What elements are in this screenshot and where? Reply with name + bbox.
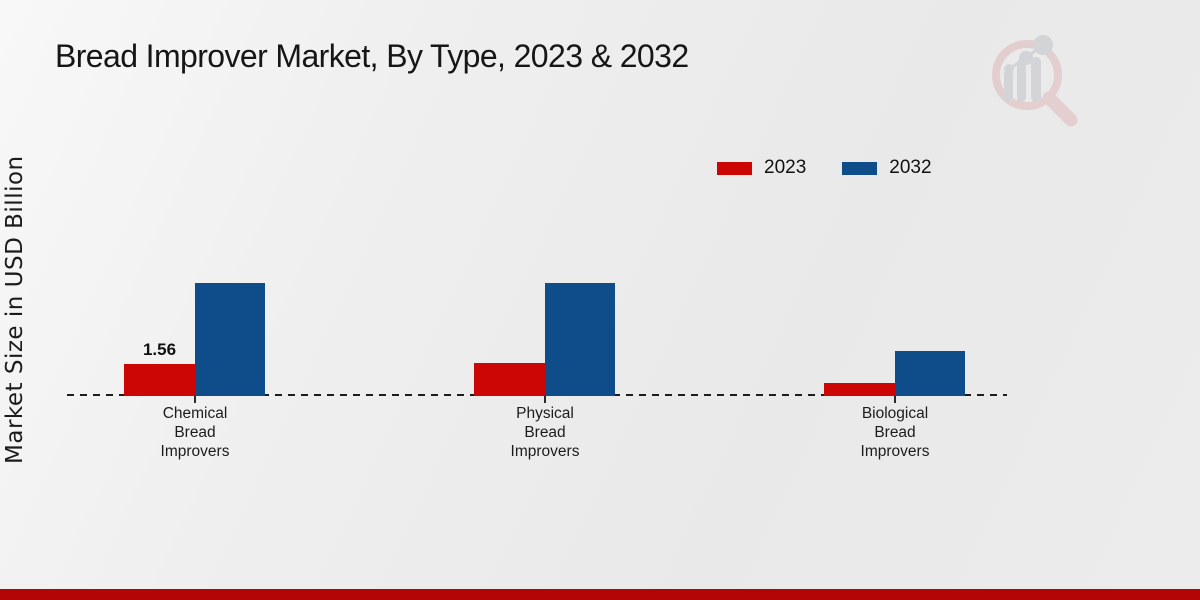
data-label-2023: 1.56 (142, 340, 177, 359)
legend-swatch-2023 (717, 161, 752, 175)
chart-title: Bread Improver Market, By Type, 2023 & 2… (55, 38, 689, 74)
category-label: Physical Bread Improvers (510, 405, 580, 460)
axis-tick (544, 396, 546, 403)
bar-2023-chemical (124, 364, 195, 396)
category-label: Biological Bread Improvers (860, 405, 930, 460)
bar-2032-physical (545, 283, 615, 396)
axis-tick (194, 396, 196, 403)
category-label: Chemical Bread Improvers (160, 405, 230, 460)
magnifier-chart-logo-watermark (992, 35, 1078, 127)
axis-tick (894, 396, 896, 403)
bar-2023-biological (824, 383, 895, 396)
legend-item-2023: 2023 (717, 157, 806, 179)
y-axis-label: Market Size in USD Billion (2, 155, 28, 465)
footer-accent-band (0, 589, 1200, 600)
legend-label-2032: 2032 (889, 157, 932, 178)
bar-2023-physical (474, 363, 545, 396)
legend-label-2023: 2023 (764, 157, 807, 178)
legend: 2023 2032 (717, 157, 932, 179)
legend-swatch-2032 (842, 161, 878, 175)
bar-2032-chemical (195, 283, 265, 396)
bar-2032-biological (895, 351, 965, 396)
legend-item-2032: 2032 (842, 157, 932, 179)
